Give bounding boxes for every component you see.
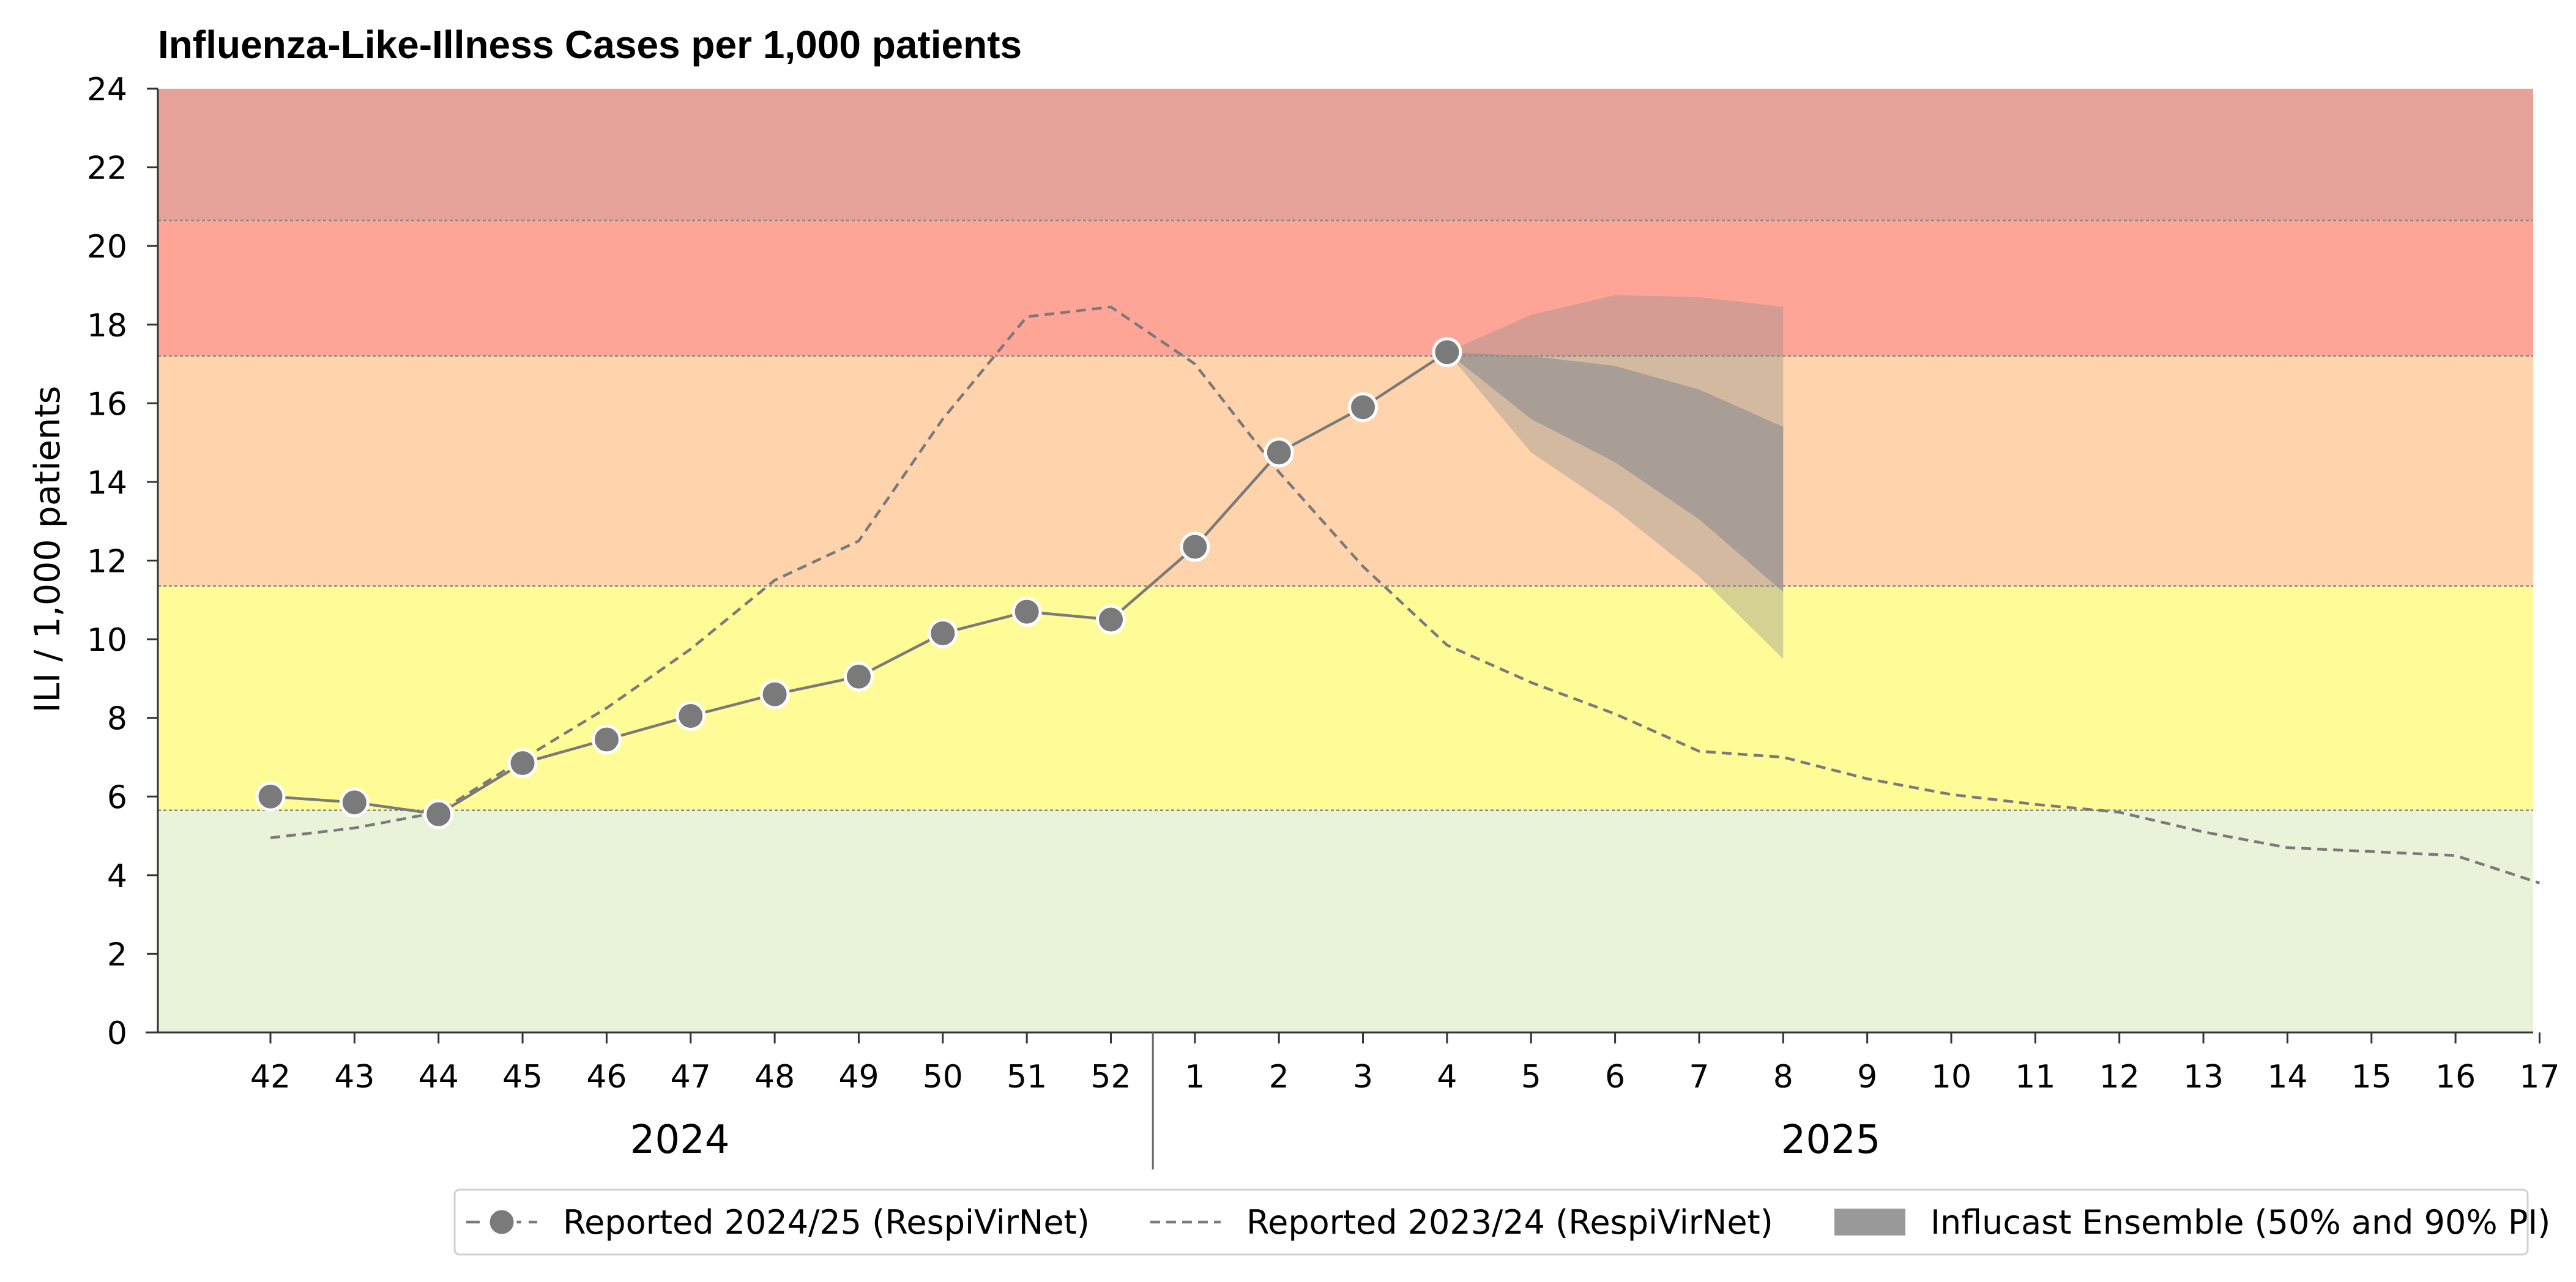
x-tick-label: 44: [419, 1059, 459, 1095]
data-point-2024-25: [759, 679, 790, 710]
x-tick-label: 52: [1090, 1059, 1131, 1095]
y-tick-label: 16: [87, 386, 127, 423]
x-tick-label: 16: [2435, 1059, 2476, 1095]
y-tick-label: 12: [87, 544, 127, 580]
x-tick-label: 3: [1353, 1059, 1373, 1095]
y-tick-label: 8: [107, 701, 127, 738]
legend-swatch-forecast: [1834, 1209, 1905, 1236]
legend-marker-2024-25: [486, 1207, 517, 1237]
x-tick-label: 4: [1437, 1059, 1457, 1095]
legend-label-forecast: Influcast Ensemble (50% and 90% PI): [1930, 1203, 2550, 1242]
data-point-2024-25: [676, 700, 706, 731]
chart-title: Influenza-Like-Illness Cases per 1,000 p…: [158, 23, 1022, 67]
legend-label-2023-24: Reported 2023/24 (RespiVirNet): [1246, 1203, 1773, 1242]
y-tick-label: 10: [87, 622, 127, 659]
x-tick-label: 14: [2267, 1059, 2307, 1095]
intensity-band-3: [158, 356, 2533, 587]
x-tick-label: 17: [2519, 1059, 2559, 1095]
x-tick-label: 2: [1269, 1059, 1289, 1095]
x-tick-label: 51: [1007, 1059, 1047, 1095]
x-tick-label: 42: [250, 1059, 291, 1095]
x-tick-label: 43: [334, 1059, 374, 1095]
y-tick-label: 18: [87, 308, 127, 344]
data-point-2024-25: [1011, 596, 1042, 627]
data-point-2024-25: [339, 787, 370, 818]
x-tick-label: 49: [838, 1059, 879, 1095]
x-tick-label: 7: [1689, 1059, 1709, 1095]
y-tick-label: 2: [107, 936, 127, 973]
intensity-bands: [158, 89, 2533, 1032]
x-tick-label: 5: [1521, 1059, 1541, 1095]
y-tick-label: 0: [107, 1015, 127, 1052]
data-point-2024-25: [928, 618, 958, 648]
series-line-2023-24: [270, 305, 2541, 884]
forecast-50-interval: [1446, 352, 1784, 592]
intensity-band-1: [158, 810, 2533, 1032]
data-point-2024-25: [423, 799, 454, 829]
x-tick-label: 48: [754, 1059, 795, 1095]
series-lines: [255, 305, 2541, 884]
y-tick-label: 24: [87, 72, 127, 108]
forecast-intervals: [1446, 295, 1784, 659]
x-tick-label: 1: [1185, 1059, 1205, 1095]
x-tick-label: 11: [2015, 1059, 2055, 1095]
y-tick-label: 6: [107, 779, 127, 816]
data-point-2024-25: [1096, 604, 1126, 635]
data-point-2024-25: [255, 781, 286, 812]
x-tick-label: 9: [1857, 1059, 1877, 1095]
data-point-2024-25: [591, 724, 622, 755]
data-point-2024-25: [843, 661, 874, 692]
x-tick-label: 15: [2351, 1059, 2392, 1095]
x-tick-label: 13: [2183, 1059, 2224, 1095]
x-tick-label: 45: [502, 1059, 543, 1095]
y-tick-label: 20: [87, 229, 127, 265]
y-axis-label: ILI / 1,000 patients: [28, 386, 68, 713]
y-tick-label: 22: [87, 150, 127, 187]
intensity-band-5: [158, 89, 2533, 221]
legend: Reported 2024/25 (RespiVirNet) Reported 2…: [453, 1188, 2550, 1256]
data-point-2024-25: [1264, 437, 1294, 468]
intensity-band-2: [158, 586, 2533, 810]
x-tick-label: 46: [586, 1059, 627, 1095]
legend-box: [453, 1188, 2529, 1256]
data-point-2024-25: [1348, 392, 1379, 423]
x-tick-label: 50: [923, 1059, 963, 1095]
legend-label-2024-25: Reported 2024/25 (RespiVirNet): [563, 1203, 1090, 1242]
data-point-2024-25: [507, 748, 538, 779]
x-tick-label: 10: [1931, 1059, 1971, 1095]
x-tick-label: 47: [671, 1059, 711, 1095]
year-label: 2024: [630, 1117, 730, 1163]
intensity-band-4: [158, 220, 2533, 357]
x-tick-label: 6: [1605, 1059, 1625, 1095]
data-point-2024-25: [1180, 532, 1210, 562]
y-tick-label: 14: [87, 465, 127, 502]
y-tick-label: 4: [107, 858, 127, 895]
data-point-2024-25: [1432, 337, 1462, 368]
x-tick-label: 8: [1773, 1059, 1793, 1095]
year-label: 2025: [1781, 1117, 1881, 1163]
x-tick-label: 12: [2099, 1059, 2140, 1095]
